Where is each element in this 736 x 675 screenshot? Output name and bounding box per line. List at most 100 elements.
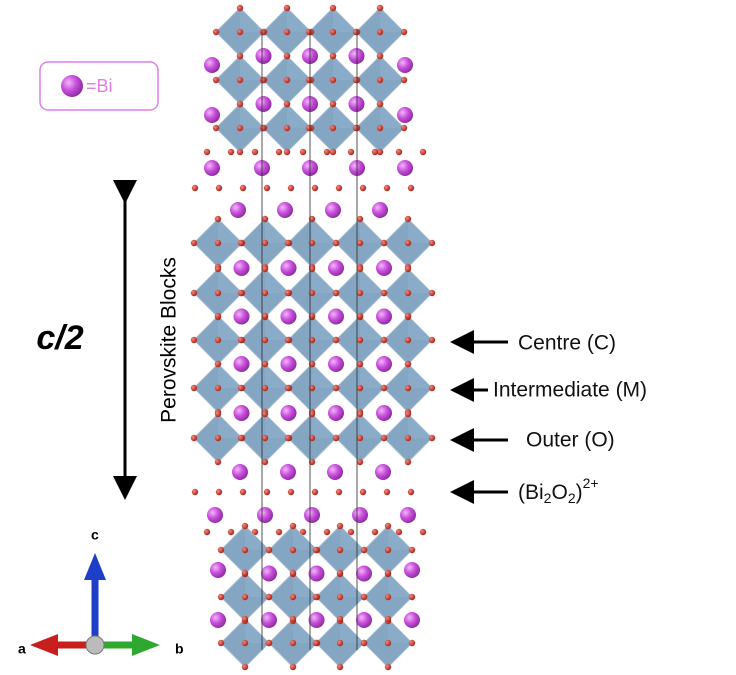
oxygen-atom	[405, 290, 411, 296]
oxygen-atom	[333, 337, 339, 343]
oxygen-atom	[237, 101, 243, 107]
oxygen-atom	[377, 29, 383, 35]
oxygen-atom	[353, 29, 359, 35]
oxygen-atom	[218, 547, 224, 553]
oxygen-atom	[401, 29, 407, 35]
oxygen-atom	[192, 489, 198, 495]
oxygen-atom	[285, 290, 291, 296]
bismuth-atom	[234, 356, 250, 372]
oxygen-atom	[337, 547, 343, 553]
oxygen-atom	[405, 240, 411, 246]
oxygen-atom	[396, 149, 402, 155]
subscript: 2	[544, 490, 552, 506]
oxygen-atom	[262, 361, 268, 367]
oxygen-atom	[408, 489, 414, 495]
b-label: b	[175, 641, 184, 657]
oxygen-atom	[385, 640, 391, 646]
oxygen-atom	[377, 101, 383, 107]
oxygen-atom	[409, 594, 415, 600]
oxygen-atom	[401, 77, 407, 83]
oxygen-atom	[237, 125, 243, 131]
oxygen-atom	[215, 411, 221, 417]
oxygen-atom	[357, 313, 363, 319]
oxygen-atom	[361, 547, 367, 553]
bismuth-atom	[404, 562, 420, 578]
octahedron-face	[218, 219, 242, 243]
oxygen-atom	[242, 547, 248, 553]
oxygen-atom	[238, 385, 244, 391]
oxygen-atom	[284, 125, 290, 131]
c-arrowhead	[84, 553, 106, 580]
oxygen-atom	[330, 77, 336, 83]
bismuth-atom	[404, 612, 420, 628]
oxygen-atom	[204, 149, 210, 155]
bismuth-atom	[397, 107, 413, 123]
oxygen-atom	[381, 290, 387, 296]
oxygen-atom	[330, 5, 336, 11]
bismuth-atom	[328, 260, 344, 276]
oxygen-atom	[237, 77, 243, 83]
oxygen-atom	[360, 185, 366, 191]
a-label: a	[18, 641, 26, 657]
oxygen-atom	[276, 149, 282, 155]
oxygen-atom	[262, 459, 268, 465]
oxygen-atom	[357, 435, 363, 441]
oxygen-atom	[385, 616, 391, 622]
oxygen-atom	[337, 640, 343, 646]
oxygen-atom	[377, 77, 383, 83]
c-half-label: c/2	[36, 319, 83, 357]
oxygen-atom	[237, 29, 243, 35]
bismuth-atom	[328, 356, 344, 372]
oxygen-atom	[409, 640, 415, 646]
a-arrowhead	[30, 634, 58, 656]
bismuth-atom	[376, 405, 392, 421]
bismuth-atom	[234, 405, 250, 421]
oxygen-atom	[191, 290, 197, 296]
oxygen-atom	[215, 459, 221, 465]
bismuth-atom	[261, 566, 277, 582]
bismuth-atom	[356, 612, 372, 628]
bismuth-atom	[376, 356, 392, 372]
oxygen-atom	[357, 290, 363, 296]
oxygen-atom	[284, 5, 290, 11]
bismuth-atom	[256, 96, 272, 112]
oxygen-atom	[357, 411, 363, 417]
oxygen-atom	[306, 125, 312, 131]
oxygen-atom	[361, 640, 367, 646]
oxygen-atom	[262, 385, 268, 391]
bismuth-atom	[277, 202, 293, 218]
oxygen-atom	[285, 435, 291, 441]
oxygen-atom	[306, 29, 312, 35]
oxygen-atom	[348, 149, 354, 155]
oxygen-atom	[330, 101, 336, 107]
oxygen-atom	[405, 435, 411, 441]
bismuth-atom	[232, 464, 248, 480]
bismuth-atom	[234, 260, 250, 276]
bi2o2-label: (Bi2O2)2+	[518, 475, 599, 506]
oxygen-atom	[429, 435, 435, 441]
oxygen-atom	[215, 313, 221, 319]
bismuth-atom	[234, 309, 250, 325]
oxygen-atom	[215, 216, 221, 222]
oxygen-atom	[276, 529, 282, 535]
oxygen-atom	[216, 185, 222, 191]
oxygen-atom	[191, 385, 197, 391]
oxygen-atom	[192, 185, 198, 191]
bismuth-atom	[230, 202, 246, 218]
oxygen-atom	[242, 570, 248, 576]
oxygen-atom	[401, 125, 407, 131]
bismuth-atom	[309, 566, 325, 582]
oxygen-atom	[238, 435, 244, 441]
oxygen-atom	[405, 266, 411, 272]
oxygen-atom	[290, 547, 296, 553]
oxygen-atom	[215, 361, 221, 367]
bismuth-atom	[204, 107, 220, 123]
oxygen-atom	[240, 185, 246, 191]
bismuth-atom	[281, 260, 297, 276]
bismuth-atom	[261, 612, 277, 628]
oxygen-atom	[377, 53, 383, 59]
oxygen-atom	[237, 5, 243, 11]
oxygen-atom	[353, 125, 359, 131]
oxygen-atom	[284, 101, 290, 107]
oxygen-atom	[288, 489, 294, 495]
